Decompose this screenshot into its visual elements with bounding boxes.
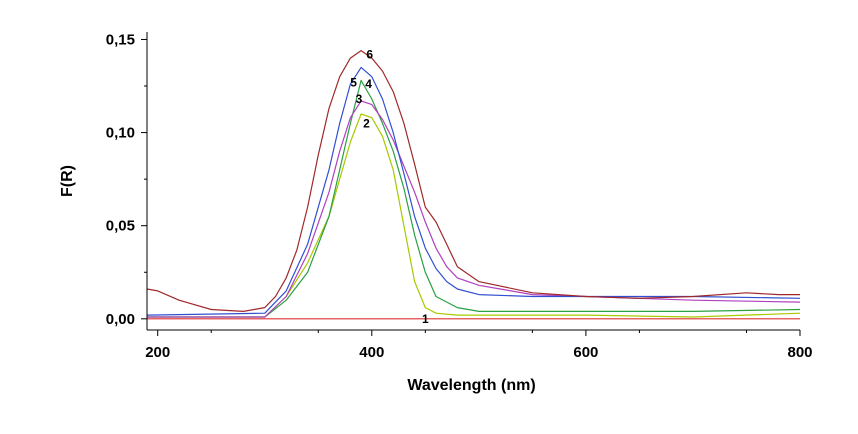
- curve-label-2: 2: [363, 116, 370, 130]
- series-line-5: [146, 66, 801, 316]
- axes: [146, 32, 800, 331]
- series-line-6: [146, 50, 800, 312]
- curve-label-5: 5: [350, 75, 357, 89]
- y-axis-title: F(R): [59, 165, 76, 197]
- ticks: 200 400 600 800 0,00 0,05 0,10 0,15: [106, 31, 813, 361]
- x-axis-title: Wavelength (nm): [407, 377, 535, 394]
- x-tick-label: 400: [359, 344, 384, 361]
- y-tick-label: 0,05: [106, 218, 135, 235]
- x-tick-label: 200: [145, 344, 170, 361]
- series-layer: [146, 50, 801, 320]
- series-line-3: [147, 79, 801, 318]
- curve-label-1: 1: [422, 312, 429, 326]
- y-tick-label: 0,15: [106, 31, 135, 48]
- series-line-2: [147, 113, 801, 318]
- y-tick-label: 0,00: [106, 311, 135, 328]
- curve-label-4: 4: [365, 77, 372, 91]
- series-line-4: [147, 100, 801, 318]
- curve-label-3: 3: [356, 92, 363, 106]
- y-tick-label: 0,10: [106, 125, 135, 142]
- x-tick-label: 600: [573, 344, 598, 361]
- curve-label-6: 6: [366, 47, 373, 61]
- x-tick-label: 800: [787, 344, 812, 361]
